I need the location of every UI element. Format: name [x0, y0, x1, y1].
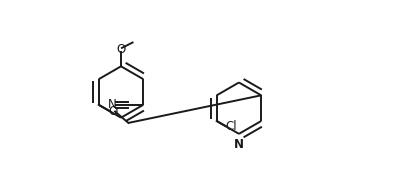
Text: O: O: [108, 105, 117, 118]
Text: O: O: [116, 43, 126, 56]
Text: N: N: [234, 138, 244, 151]
Text: Cl: Cl: [225, 120, 237, 133]
Text: N: N: [108, 98, 117, 111]
